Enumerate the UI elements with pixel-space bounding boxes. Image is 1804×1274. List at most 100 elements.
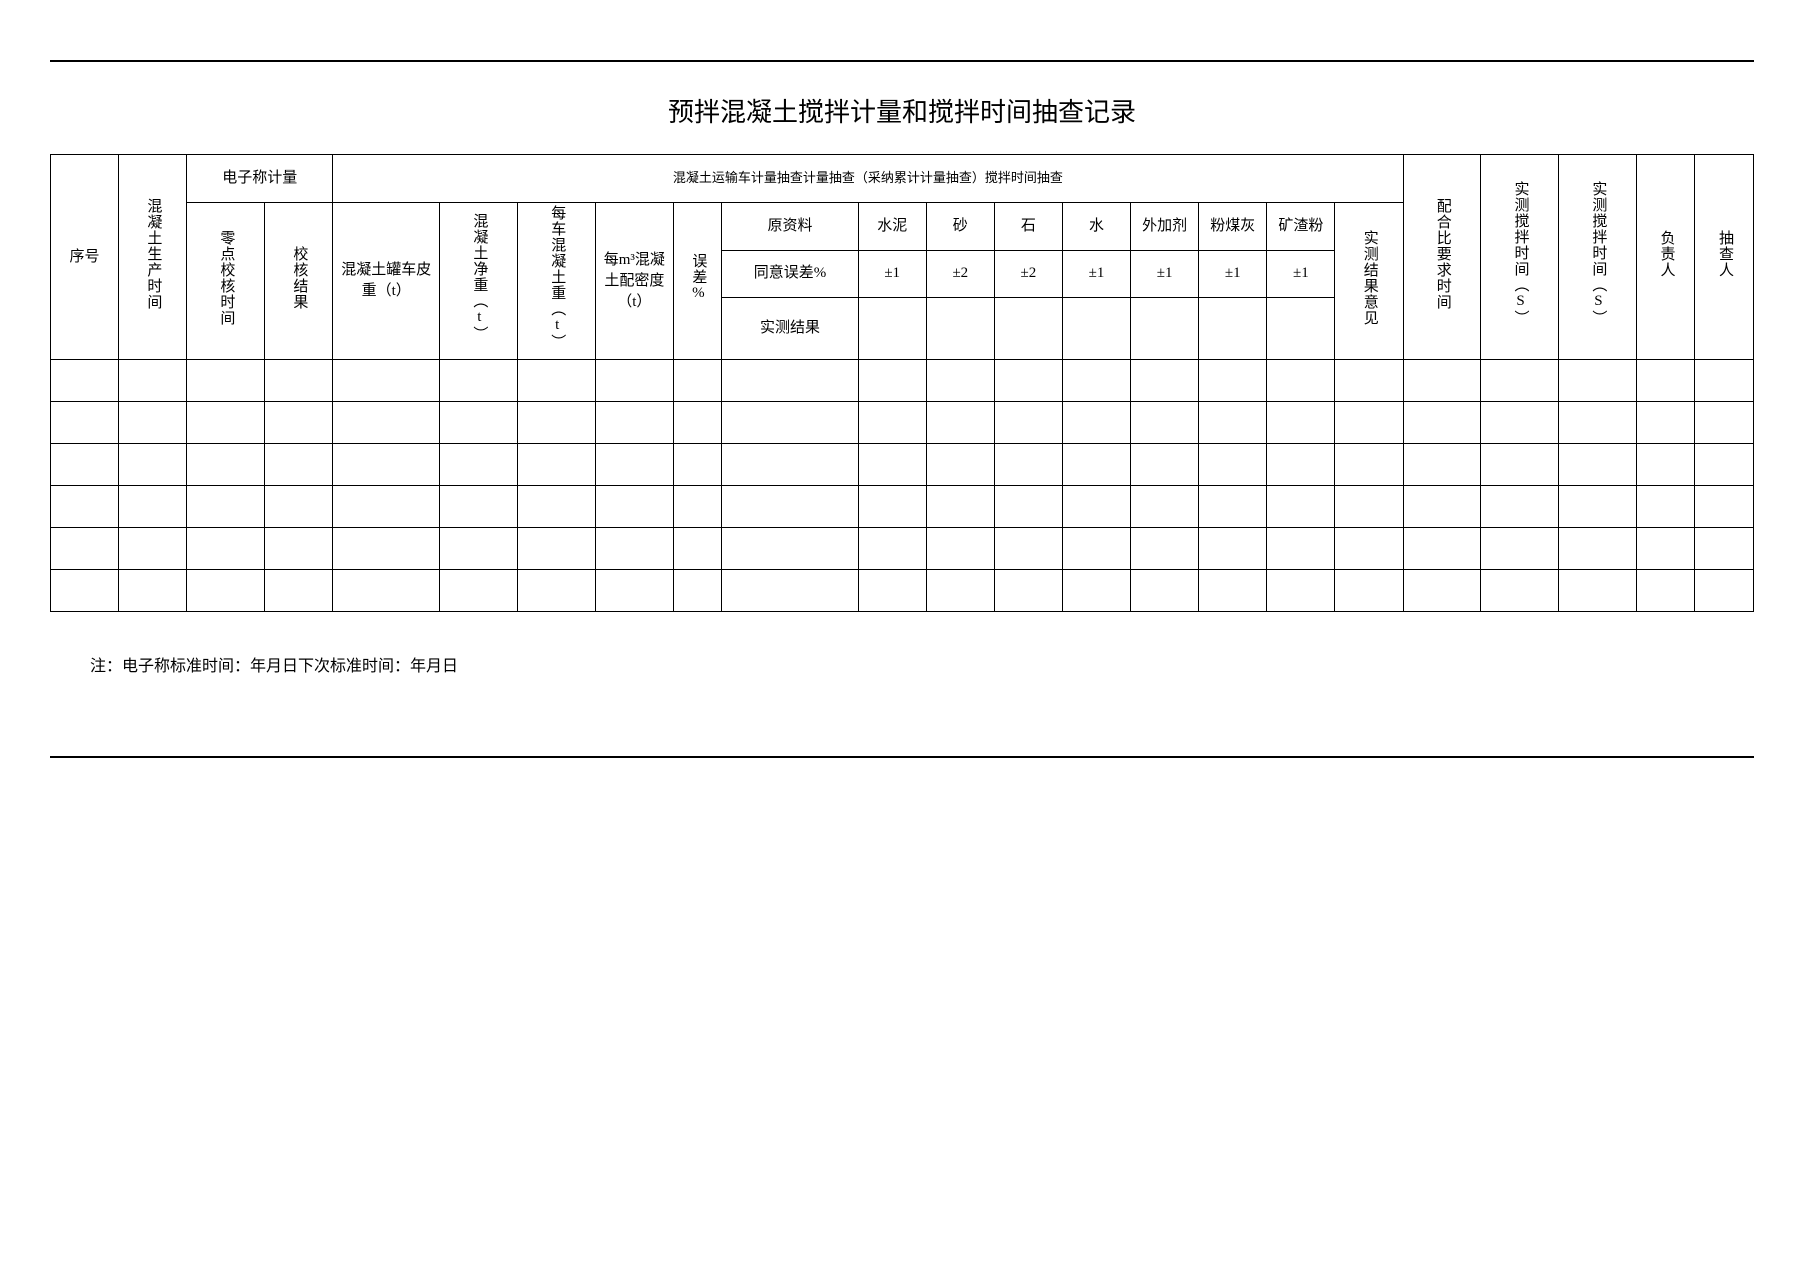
table-cell <box>1335 402 1403 444</box>
table-cell <box>518 528 596 570</box>
table-cell <box>119 570 187 612</box>
table-cell <box>1335 528 1403 570</box>
table-cell <box>1199 570 1267 612</box>
table-cell <box>1131 444 1199 486</box>
table-cell <box>858 528 926 570</box>
table-cell <box>518 444 596 486</box>
table-cell <box>119 528 187 570</box>
table-row <box>51 528 1754 570</box>
table-cell <box>1335 444 1403 486</box>
table-cell <box>1062 444 1130 486</box>
table-cell <box>51 444 119 486</box>
table-cell <box>595 444 673 486</box>
table-cell <box>187 402 265 444</box>
tol-water: ±1 <box>1062 250 1130 298</box>
table-cell <box>1559 360 1637 402</box>
hdr-transport: 混凝土运输车计量抽查计量抽查（采纳累计计量抽查）搅拌时间抽查 <box>333 155 1403 203</box>
actual-sand <box>926 298 994 360</box>
page-title: 预拌混凝土搅拌计量和搅拌时间抽查记录 <box>50 92 1754 129</box>
table-cell <box>265 570 333 612</box>
table-row <box>51 402 1754 444</box>
table-cell <box>1559 570 1637 612</box>
table-cell <box>119 402 187 444</box>
table-cell <box>1637 486 1695 528</box>
table-cell <box>1695 402 1754 444</box>
hdr-seq: 序号 <box>51 155 119 360</box>
table-cell <box>1335 486 1403 528</box>
main-table: 序号 混凝土生产时间 电子称计量 混凝土运输车计量抽查计量抽查（采纳累计计量抽查… <box>50 154 1754 612</box>
tol-flyash: ±1 <box>1199 250 1267 298</box>
hdr-cement: 水泥 <box>858 203 926 251</box>
table-cell <box>1481 528 1559 570</box>
hdr-escale: 电子称计量 <box>187 155 333 203</box>
table-cell <box>673 528 722 570</box>
table-cell <box>1403 402 1481 444</box>
table-cell <box>518 360 596 402</box>
table-cell <box>51 486 119 528</box>
table-cell <box>673 444 722 486</box>
table-cell <box>858 402 926 444</box>
actual-additive <box>1131 298 1199 360</box>
table-cell <box>440 486 518 528</box>
table-cell <box>1267 402 1335 444</box>
table-cell <box>1481 444 1559 486</box>
table-cell <box>1637 360 1695 402</box>
table-cell <box>1131 570 1199 612</box>
table-cell <box>926 570 994 612</box>
table-cell <box>119 444 187 486</box>
table-cell <box>51 528 119 570</box>
table-cell <box>333 486 440 528</box>
table-cell <box>187 528 265 570</box>
table-cell <box>440 360 518 402</box>
table-cell <box>926 486 994 528</box>
table-cell <box>1695 486 1754 528</box>
actual-water <box>1062 298 1130 360</box>
hdr-req-time: 配合比要求时间 <box>1403 155 1481 360</box>
table-cell <box>1062 402 1130 444</box>
table-cell <box>1481 570 1559 612</box>
table-row <box>51 444 1754 486</box>
tol-stone: ±2 <box>994 250 1062 298</box>
table-row <box>51 360 1754 402</box>
table-cell <box>1559 486 1637 528</box>
hdr-mix-time2: 实测搅拌时间（S） <box>1559 155 1637 360</box>
table-cell <box>1131 528 1199 570</box>
table-cell <box>51 360 119 402</box>
table-cell <box>1267 570 1335 612</box>
table-cell <box>673 360 722 402</box>
table-cell <box>187 486 265 528</box>
table-cell <box>333 444 440 486</box>
table-cell <box>1199 528 1267 570</box>
table-cell <box>1267 360 1335 402</box>
hdr-allow-err: 同意误差% <box>722 250 858 298</box>
table-cell <box>1062 570 1130 612</box>
table-cell <box>518 486 596 528</box>
table-cell <box>1481 360 1559 402</box>
hdr-flyash: 粉煤灰 <box>1199 203 1267 251</box>
table-cell <box>265 360 333 402</box>
table-cell <box>518 570 596 612</box>
hdr-prod-time: 混凝土生产时间 <box>119 155 187 360</box>
table-cell <box>1199 402 1267 444</box>
table-cell <box>119 360 187 402</box>
hdr-check-result: 校核结果 <box>265 203 333 360</box>
hdr-net: 混凝土净重（t） <box>440 203 518 360</box>
table-cell <box>51 570 119 612</box>
table-cell <box>440 402 518 444</box>
table-cell <box>440 444 518 486</box>
table-cell <box>1637 402 1695 444</box>
table-cell <box>265 486 333 528</box>
table-cell <box>994 444 1062 486</box>
table-cell <box>595 402 673 444</box>
tol-cement: ±1 <box>858 250 926 298</box>
table-cell <box>1695 528 1754 570</box>
table-cell <box>722 570 858 612</box>
hdr-per-m3: 每m³混凝土配密度（t） <box>595 203 673 360</box>
hdr-zero-time: 零点校核时间 <box>187 203 265 360</box>
hdr-sand: 砂 <box>926 203 994 251</box>
table-cell <box>1695 570 1754 612</box>
table-cell <box>994 486 1062 528</box>
hdr-stone: 石 <box>994 203 1062 251</box>
hdr-resp: 负责人 <box>1637 155 1695 360</box>
table-cell <box>51 402 119 444</box>
